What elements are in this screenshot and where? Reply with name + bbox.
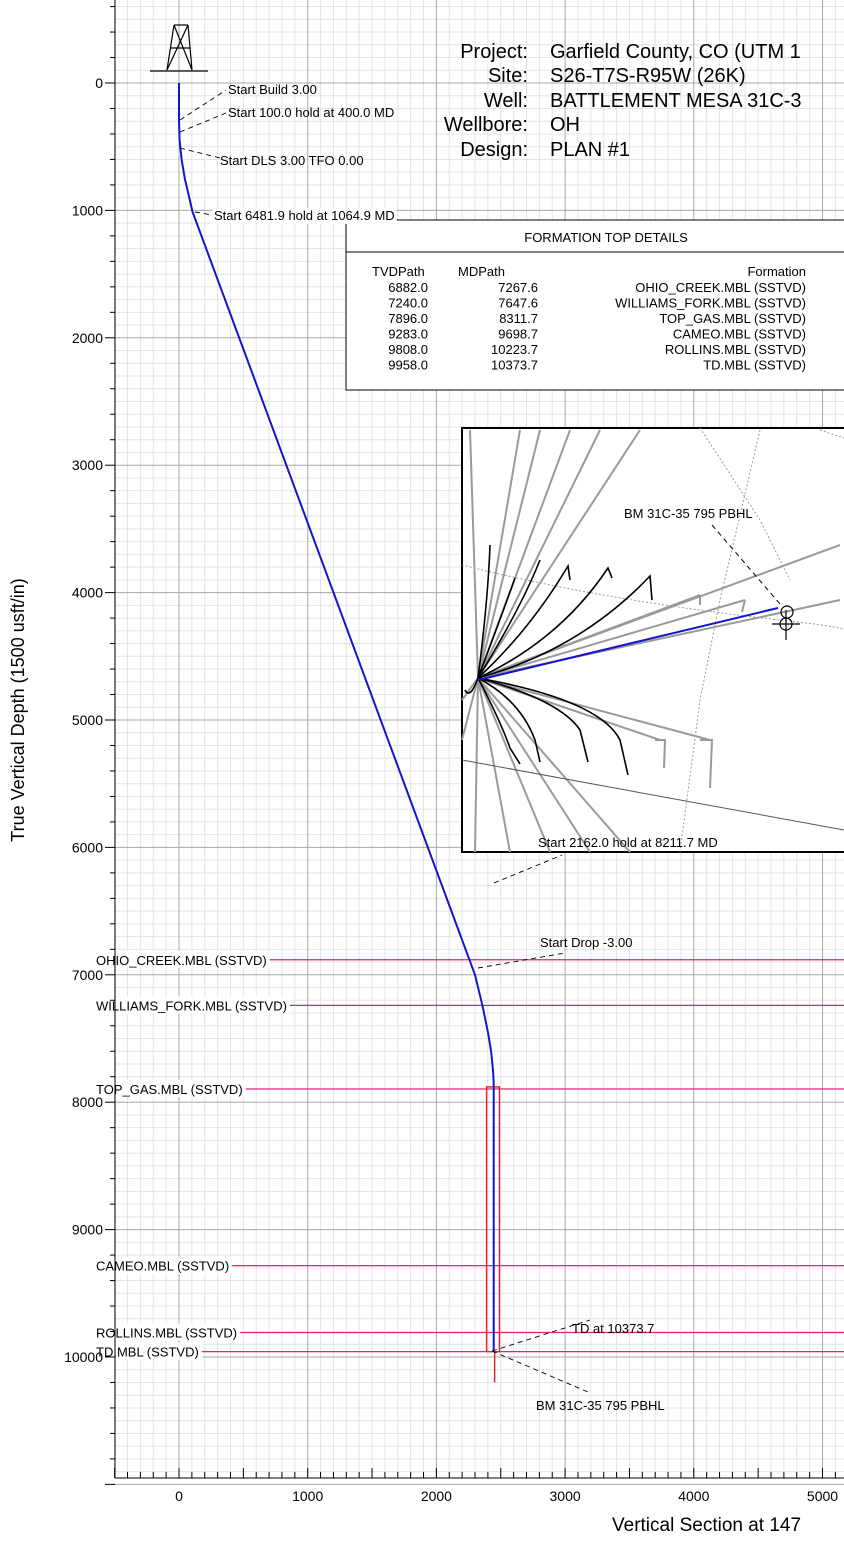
well-path-line <box>178 83 495 1352</box>
y-tick-label: 9000 <box>72 1222 103 1238</box>
project-value: Garfield County, CO (UTM 1 <box>550 41 801 63</box>
annotation-text: Start Build 3.00 <box>228 82 317 97</box>
annotation-leader <box>491 1319 591 1352</box>
table-cell: 9958.0 <box>388 358 428 373</box>
table-cell: 10373.7 <box>491 358 538 373</box>
table-header-cell: TVDPath <box>372 264 425 279</box>
formation-label-bg <box>94 1256 234 1274</box>
x-tick-label: 5000 <box>807 1488 838 1504</box>
table-cell: 7267.6 <box>498 280 538 295</box>
well-info-header: Project: Garfield County, CO (UTM 1 Site… <box>444 41 802 161</box>
formation-table-title: FORMATION TOP DETAILS <box>524 230 688 245</box>
table-cell: 9283.0 <box>388 327 428 342</box>
formation-label-bg <box>94 1323 242 1341</box>
x-tick-label: 3000 <box>550 1488 581 1504</box>
site-label: Site: <box>488 65 528 87</box>
annotation-text: Start 6481.9 hold at 1064.9 MD <box>214 208 395 223</box>
inset-plan-view: BM 31C-35 795 PBHL <box>461 427 844 853</box>
x-axis-title: Vertical Section at 147 <box>612 1515 801 1536</box>
annotation-leader <box>194 211 213 216</box>
table-cell: 10223.7 <box>491 342 538 357</box>
y-tick-label: 0 <box>95 75 103 91</box>
annotation-text: BM 31C-35 795 PBHL <box>536 1398 665 1413</box>
y-axis-title: True Vertical Depth (1500 usft/in) <box>8 578 28 841</box>
y-tick-label: 8000 <box>72 1094 103 1110</box>
x-tick-label: 4000 <box>678 1488 709 1504</box>
well-label: Well: <box>484 90 528 112</box>
annotation-text: Start 100.0 hold at 400.0 MD <box>228 105 394 120</box>
formation-label-bg <box>94 950 271 968</box>
design-label: Design: <box>460 139 528 161</box>
well-value: BATTLEMENT MESA 31C-3 <box>550 90 802 112</box>
table-cell: TOP_GAS.MBL (SSTVD) <box>659 311 806 326</box>
table-cell: 7240.0 <box>388 296 428 311</box>
table-cell: OHIO_CREEK.MBL (SSTVD) <box>635 280 806 295</box>
well-path <box>178 83 495 1352</box>
formation-label-bg <box>94 1342 203 1360</box>
table-header-cell: Formation <box>747 264 806 279</box>
annotation-text: Start 2162.0 hold at 8211.7 MD <box>538 835 718 850</box>
annotation-leader <box>179 89 227 121</box>
annotation-text: TD at 10373.7 <box>572 1321 654 1336</box>
x-tick-label: 2000 <box>421 1488 452 1504</box>
table-cell: CAMEO.MBL (SSTVD) <box>673 327 806 342</box>
table-cell: WILLIAMS_FORK.MBL (SSTVD) <box>615 296 806 311</box>
inset-target-label: BM 31C-35 795 PBHL <box>624 506 753 521</box>
table-cell: 9808.0 <box>388 342 428 357</box>
annotation-bg <box>212 208 397 224</box>
wellbore-value: OH <box>550 114 580 136</box>
formation-table: FORMATION TOP DETAILS TVDPath MDPath Forma… <box>345 219 844 391</box>
y-tick-label: 4000 <box>72 585 103 601</box>
axes: 0 1000 2000 3000 4000 5000 6000 7000 8000 9000 100… <box>64 0 844 1504</box>
table-header-cell: MDPath <box>458 264 505 279</box>
table-cell: 6882.0 <box>388 280 428 295</box>
table-cell: TD.MBL (SSTVD) <box>703 358 806 373</box>
y-tick-label: 6000 <box>72 839 103 855</box>
annotation-leader <box>477 952 566 969</box>
formation-label: TOP_GAS.MBL (SSTVD) <box>96 1082 243 1097</box>
annotation-leader <box>179 147 221 159</box>
table-cell: 8311.7 <box>499 311 538 326</box>
x-tick-label: 1000 <box>292 1488 323 1504</box>
x-tick-label: 0 <box>175 1488 183 1504</box>
annotation-text: Start DLS 3.00 TFO 0.00 <box>220 153 364 168</box>
project-label: Project: <box>460 41 528 63</box>
table-cell: 7647.6 <box>498 296 538 311</box>
site-value: S26-T7S-R95W (26K) <box>550 65 746 87</box>
y-tick-label: 5000 <box>72 712 103 728</box>
y-tick-label: 3000 <box>72 457 103 473</box>
annotation-text: Start Drop -3.00 <box>540 935 633 950</box>
formation-label: TD.MBL (SSTVD) <box>96 1345 199 1360</box>
y-tick-label: 1000 <box>72 202 103 218</box>
design-value: PLAN #1 <box>550 139 630 161</box>
annotation-leader <box>179 112 227 133</box>
formation-table-body: TVDPath MDPath Formation 6882.0 7267.6 OHIO_C… <box>372 264 806 373</box>
table-cell: ROLLINS.MBL (SSTVD) <box>665 342 806 357</box>
formation-label: WILLIAMS_FORK.MBL (SSTVD) <box>96 998 287 1013</box>
annotation-leader <box>493 854 563 884</box>
wellbore-label: Wellbore: <box>444 114 528 136</box>
y-tick-label: 7000 <box>72 967 103 983</box>
y-tick-label: 10000 <box>64 1349 103 1365</box>
formation-label-bg <box>94 996 291 1014</box>
formation-label: OHIO_CREEK.MBL (SSTVD) <box>96 953 267 968</box>
table-cell: 9698.7 <box>498 327 538 342</box>
table-cell: 7896.0 <box>388 311 428 326</box>
formation-lines: OHIO_CREEK.MBL (SSTVD) WILLIAMS_FORK.MBL … <box>94 950 844 1360</box>
derrick-icon <box>150 24 208 72</box>
annotations: Start Build 3.00 Start 100.0 hold at 400.… <box>179 82 718 1413</box>
formation-label: ROLLINS.MBL (SSTVD) <box>96 1326 237 1341</box>
y-tick-label: 2000 <box>72 330 103 346</box>
formation-label-bg <box>94 1079 247 1097</box>
formation-label: CAMEO.MBL (SSTVD) <box>96 1259 229 1274</box>
